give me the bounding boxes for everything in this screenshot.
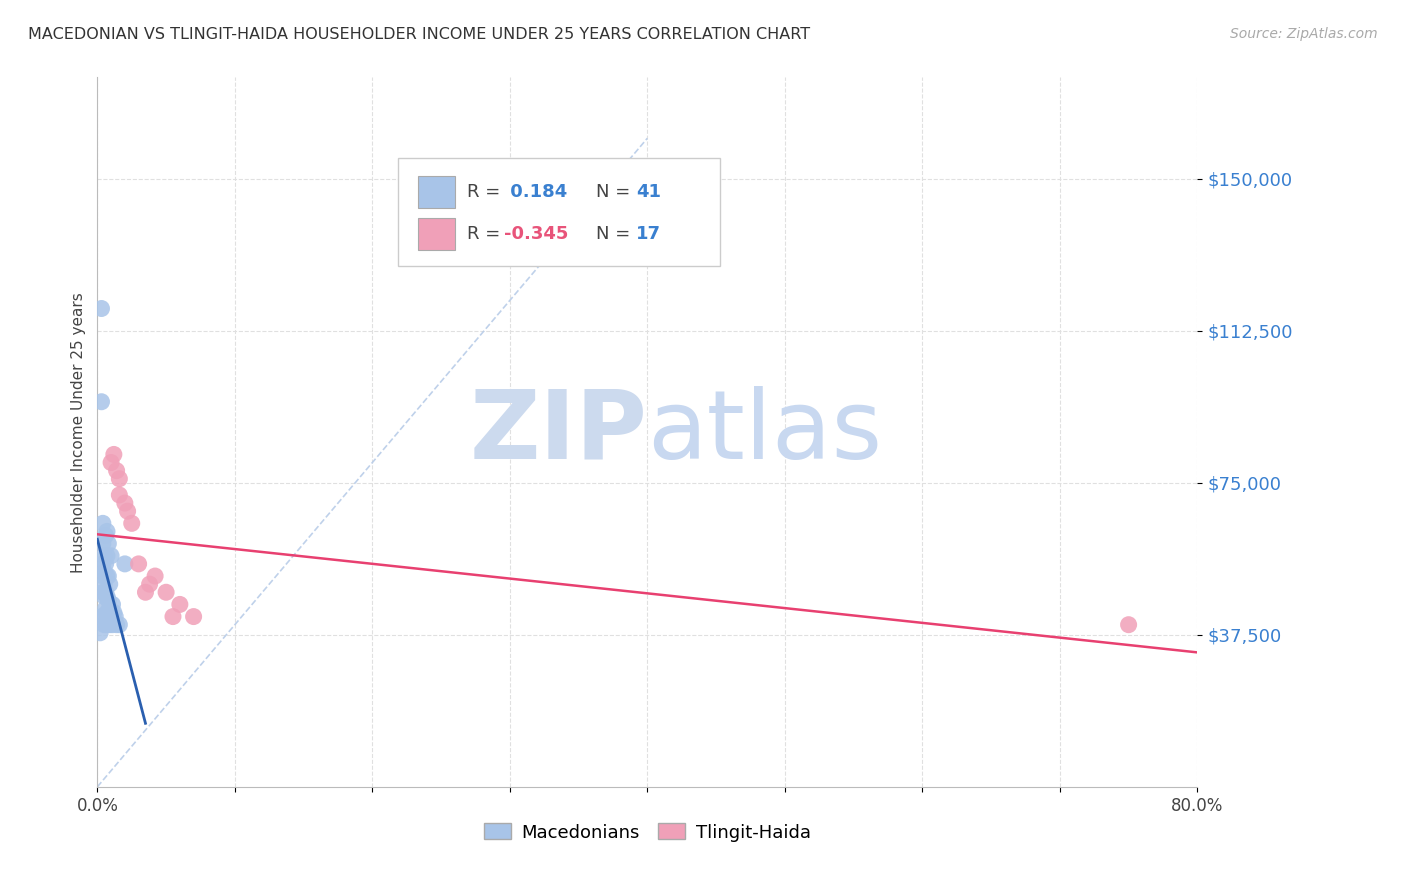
Point (100, 456, 122, 470)
Point (101, 598, 124, 612)
Point (100, 609, 122, 624)
Point (96, 590, 118, 604)
Point (103, 606, 125, 620)
Point (91, 557, 114, 571)
Point (105, 617, 128, 632)
Point (1118, 617, 1140, 632)
Point (93, 577, 115, 591)
Point (117, 504, 139, 518)
Point (98, 617, 121, 632)
Point (96, 617, 118, 632)
Point (104, 609, 127, 624)
Point (96, 606, 118, 620)
Point (91, 569, 114, 583)
Point (90, 301, 112, 316)
Y-axis label: Householder Income Under 25 years: Householder Income Under 25 years (72, 292, 86, 573)
Point (94, 585, 117, 599)
Point (108, 617, 131, 632)
Point (108, 488, 131, 502)
Point (90, 394, 112, 409)
Text: Source: ZipAtlas.com: Source: ZipAtlas.com (1230, 27, 1378, 41)
Point (89, 625, 111, 640)
Text: 17: 17 (637, 225, 661, 244)
Point (97, 609, 120, 624)
Point (183, 609, 205, 624)
Point (100, 549, 122, 563)
Point (98, 601, 121, 615)
Point (96, 569, 118, 583)
Point (169, 598, 191, 612)
Text: R =: R = (467, 184, 506, 202)
Point (94, 601, 117, 615)
Point (103, 447, 125, 461)
Point (97, 569, 120, 583)
Point (143, 569, 166, 583)
Point (128, 557, 150, 571)
Point (97, 536, 120, 550)
Point (96, 524, 118, 539)
Text: ZIP: ZIP (470, 385, 647, 479)
Point (91, 516, 114, 531)
Point (96, 549, 118, 563)
Point (138, 577, 160, 591)
Text: 0.184: 0.184 (503, 184, 567, 202)
Point (93, 565, 115, 579)
Point (121, 516, 143, 531)
Point (108, 472, 131, 486)
Point (98, 577, 121, 591)
Text: -0.345: -0.345 (503, 225, 568, 244)
Point (134, 585, 156, 599)
Point (93, 549, 115, 563)
Point (94, 557, 117, 571)
Point (101, 617, 124, 632)
Point (93, 609, 115, 624)
Point (155, 585, 177, 599)
Point (91, 536, 114, 550)
Point (93, 617, 115, 632)
Text: N =: N = (596, 225, 637, 244)
Point (105, 464, 128, 478)
Legend: Macedonians, Tlingit-Haida: Macedonians, Tlingit-Haida (477, 816, 818, 849)
Text: R =: R = (467, 225, 506, 244)
Point (91, 585, 114, 599)
Point (90, 609, 112, 624)
Text: 41: 41 (637, 184, 661, 202)
Text: atlas: atlas (647, 385, 883, 479)
Point (93, 590, 115, 604)
Point (114, 557, 136, 571)
Point (97, 593, 120, 607)
Text: MACEDONIAN VS TLINGIT-HAIDA HOUSEHOLDER INCOME UNDER 25 YEARS CORRELATION CHART: MACEDONIAN VS TLINGIT-HAIDA HOUSEHOLDER … (28, 27, 810, 42)
Point (114, 496, 136, 510)
Point (94, 528, 117, 542)
Point (162, 609, 184, 624)
Text: N =: N = (596, 184, 637, 202)
